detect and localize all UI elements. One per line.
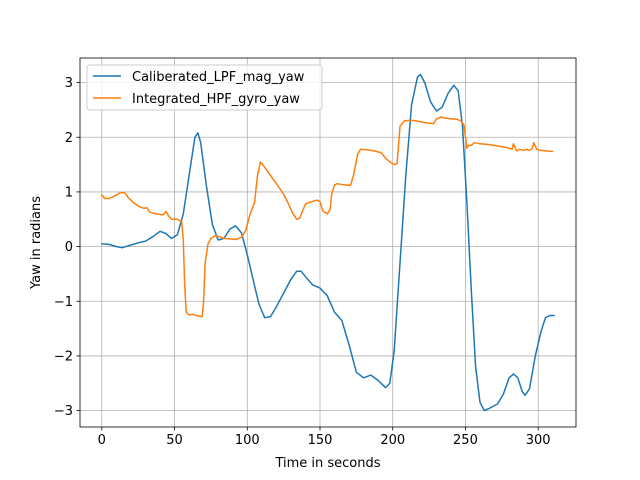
y-tick-label: 1 (65, 185, 73, 200)
x-tick-label: 100 (235, 433, 260, 448)
y-tick-label: −3 (54, 404, 73, 419)
x-axis-label: Time in seconds (274, 456, 380, 471)
y-axis-label: Yaw in radians (29, 196, 44, 290)
x-tick-label: 50 (166, 433, 183, 448)
x-tick-label: 150 (308, 433, 333, 448)
y-axis-ticks: −3 −2 −1 0 1 2 3 (54, 76, 80, 419)
x-tick-label: 200 (380, 433, 405, 448)
legend-label-gyro-yaw: Integrated_HPF_gyro_yaw (132, 92, 300, 107)
series-line-mag-yaw (101, 73, 555, 412)
y-tick-label: 0 (65, 240, 73, 255)
legend-label-mag-yaw: Caliberated_LPF_mag_yaw (132, 70, 305, 85)
legend: Caliberated_LPF_mag_yaw Integrated_HPF_g… (86, 64, 323, 111)
plot-frame (79, 57, 577, 428)
x-axis-ticks: 0 50 100 150 200 250 300 (98, 427, 551, 448)
x-tick-label: 250 (453, 433, 478, 448)
legend-box (86, 64, 323, 111)
y-tick-label: −1 (54, 295, 73, 310)
y-tick-label: −2 (54, 349, 73, 364)
x-tick-label: 0 (98, 433, 106, 448)
series-lines (101, 73, 555, 412)
series-line-gyro-yaw (101, 116, 554, 318)
y-tick-label: 2 (65, 131, 73, 146)
y-tick-label: 3 (65, 76, 73, 91)
grid-lines (80, 58, 576, 427)
x-tick-label: 300 (526, 433, 551, 448)
